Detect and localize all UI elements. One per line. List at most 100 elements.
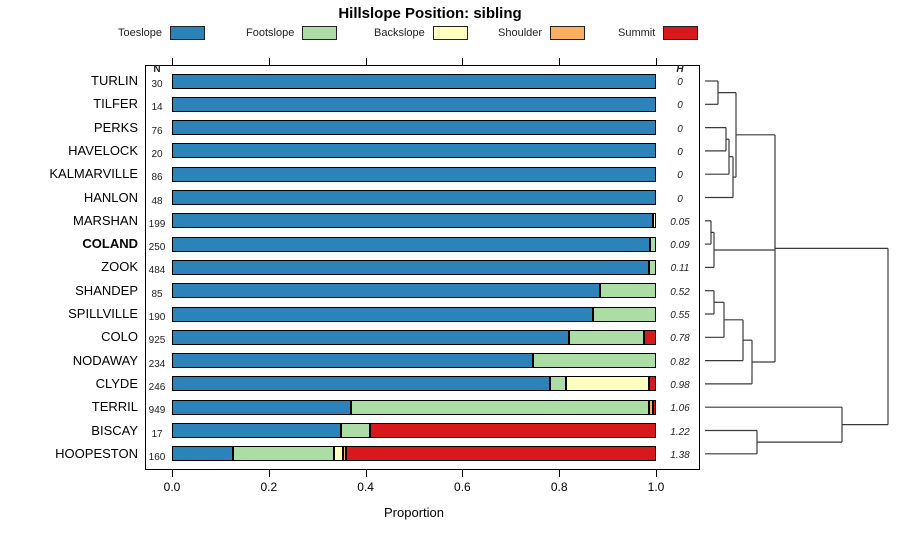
x-tick-top [172, 58, 173, 65]
legend-item-summit: Summit [618, 26, 699, 40]
bar-segment-footslope [600, 283, 656, 299]
x-tick-label: 0.2 [260, 480, 278, 494]
n-value: 86 [151, 172, 163, 184]
bar-segment-shoulder [342, 446, 347, 462]
n-value: 85 [151, 288, 163, 300]
n-value: 246 [148, 381, 166, 393]
bar-segment-toeslope [172, 306, 594, 322]
h-value: 0 [677, 193, 683, 205]
series-label-shandep: SHANDEP [75, 282, 138, 298]
bar-segment-summit [648, 376, 656, 392]
n-value: 234 [148, 358, 166, 370]
bar-segment-footslope [650, 236, 656, 252]
bar-segment-toeslope [172, 353, 533, 369]
h-value: 0.55 [670, 310, 690, 321]
series-label-zook: ZOOK [101, 259, 138, 275]
bar-segment-backslope [566, 376, 649, 392]
bar-segment-toeslope [172, 399, 352, 415]
h-value: 0 [677, 170, 683, 182]
x-tick-bottom [365, 470, 367, 477]
bar-segment-summit [652, 399, 656, 415]
series-label-spillville: SPILLVILLE [68, 306, 138, 321]
chart-title: Hillslope Position: sibling [338, 5, 522, 22]
series-label-colo: COLO [101, 329, 138, 345]
h-value: 1.06 [670, 403, 690, 415]
bar-segment-toeslope [172, 259, 649, 275]
stacked-bar-coland [172, 236, 656, 252]
bar-segment-toeslope [172, 376, 550, 392]
h-value: 0 [677, 123, 683, 135]
legend-swatch-footslope [302, 26, 338, 40]
bar-segment-toeslope [172, 213, 653, 229]
stacked-bar-shandep [172, 283, 656, 299]
n-value: 30 [151, 79, 163, 90]
h-value: 0.98 [670, 379, 690, 391]
x-tick-top [656, 58, 657, 65]
x-tick-top [365, 58, 367, 65]
bar-segment-toeslope [172, 329, 569, 345]
bar-segment-backslope [652, 213, 656, 229]
bar-segment-footslope [341, 423, 371, 438]
x-tick-bottom [559, 470, 561, 477]
n-value: 48 [151, 195, 163, 207]
stacked-bar-turlin [172, 73, 656, 89]
n-value: 484 [148, 265, 166, 277]
legend-label: Summit [618, 27, 656, 39]
legend-swatch-backslope [432, 26, 468, 40]
bar-segment-toeslope [172, 283, 601, 299]
n-value: 76 [151, 125, 163, 137]
n-value: 17 [151, 428, 163, 440]
n-value: 925 [148, 335, 166, 347]
legend-item-shoulder: Shoulder [498, 26, 586, 40]
h-value: 1.22 [670, 426, 690, 438]
n-column-header: N [153, 64, 161, 75]
n-value: 20 [151, 148, 163, 160]
series-label-nodaway: NODAWAY [72, 352, 138, 368]
series-label-clyde: CLYDE [95, 375, 138, 391]
x-tick-label: 0.8 [550, 480, 568, 494]
bar-segment-toeslope [172, 120, 656, 136]
h-value: 0.82 [670, 356, 690, 368]
series-label-tilfer: TILFER [93, 96, 138, 112]
stacked-bar-havelock [172, 143, 656, 159]
h-value: 0 [677, 146, 683, 158]
bar-segment-footslope [351, 399, 649, 415]
bar-segment-toeslope [172, 446, 233, 462]
x-axis-title: Proportion [384, 505, 444, 520]
legend-label: Shoulder [498, 27, 543, 39]
x-tick-bottom [656, 470, 657, 477]
bar-segment-backslope [334, 446, 343, 462]
series-label-hoopeston: HOOPESTON [55, 445, 138, 461]
plot-frame [145, 65, 700, 470]
bar-segment-footslope [593, 306, 656, 322]
h-value: 1.38 [670, 449, 690, 461]
x-tick-bottom [172, 470, 173, 477]
h-value: 0.11 [670, 263, 690, 275]
h-column-header: H [676, 64, 684, 75]
legend-label: Footslope [246, 27, 295, 39]
bar-segment-toeslope [172, 96, 656, 112]
legend-swatch-toeslope [170, 26, 206, 40]
legend-label: Backslope [374, 27, 425, 39]
legend-item-backslope: Backslope [374, 26, 468, 40]
bar-segment-toeslope [172, 143, 656, 159]
series-label-kalmarville: KALMARVILLE [49, 166, 138, 182]
h-value: 0.09 [670, 240, 690, 252]
n-value: 14 [151, 102, 163, 114]
h-value: 0.05 [670, 216, 690, 228]
h-value: 0.52 [670, 286, 690, 298]
series-label-havelock: HAVELOCK [68, 142, 138, 158]
x-tick-top [462, 58, 464, 65]
stacked-bar-terril [172, 399, 656, 415]
n-value: 949 [148, 405, 166, 417]
legend-swatch-shoulder [550, 26, 586, 40]
bar-segment-footslope [648, 259, 656, 275]
x-tick-label: 0.4 [357, 480, 374, 494]
bar-segment-toeslope [172, 236, 651, 252]
bar-segment-shoulder [648, 399, 653, 415]
stacked-bar-tilfer [172, 96, 656, 112]
bar-segment-footslope [232, 446, 335, 462]
legend-label: Toeslope [118, 27, 163, 39]
n-value: 199 [148, 218, 166, 230]
